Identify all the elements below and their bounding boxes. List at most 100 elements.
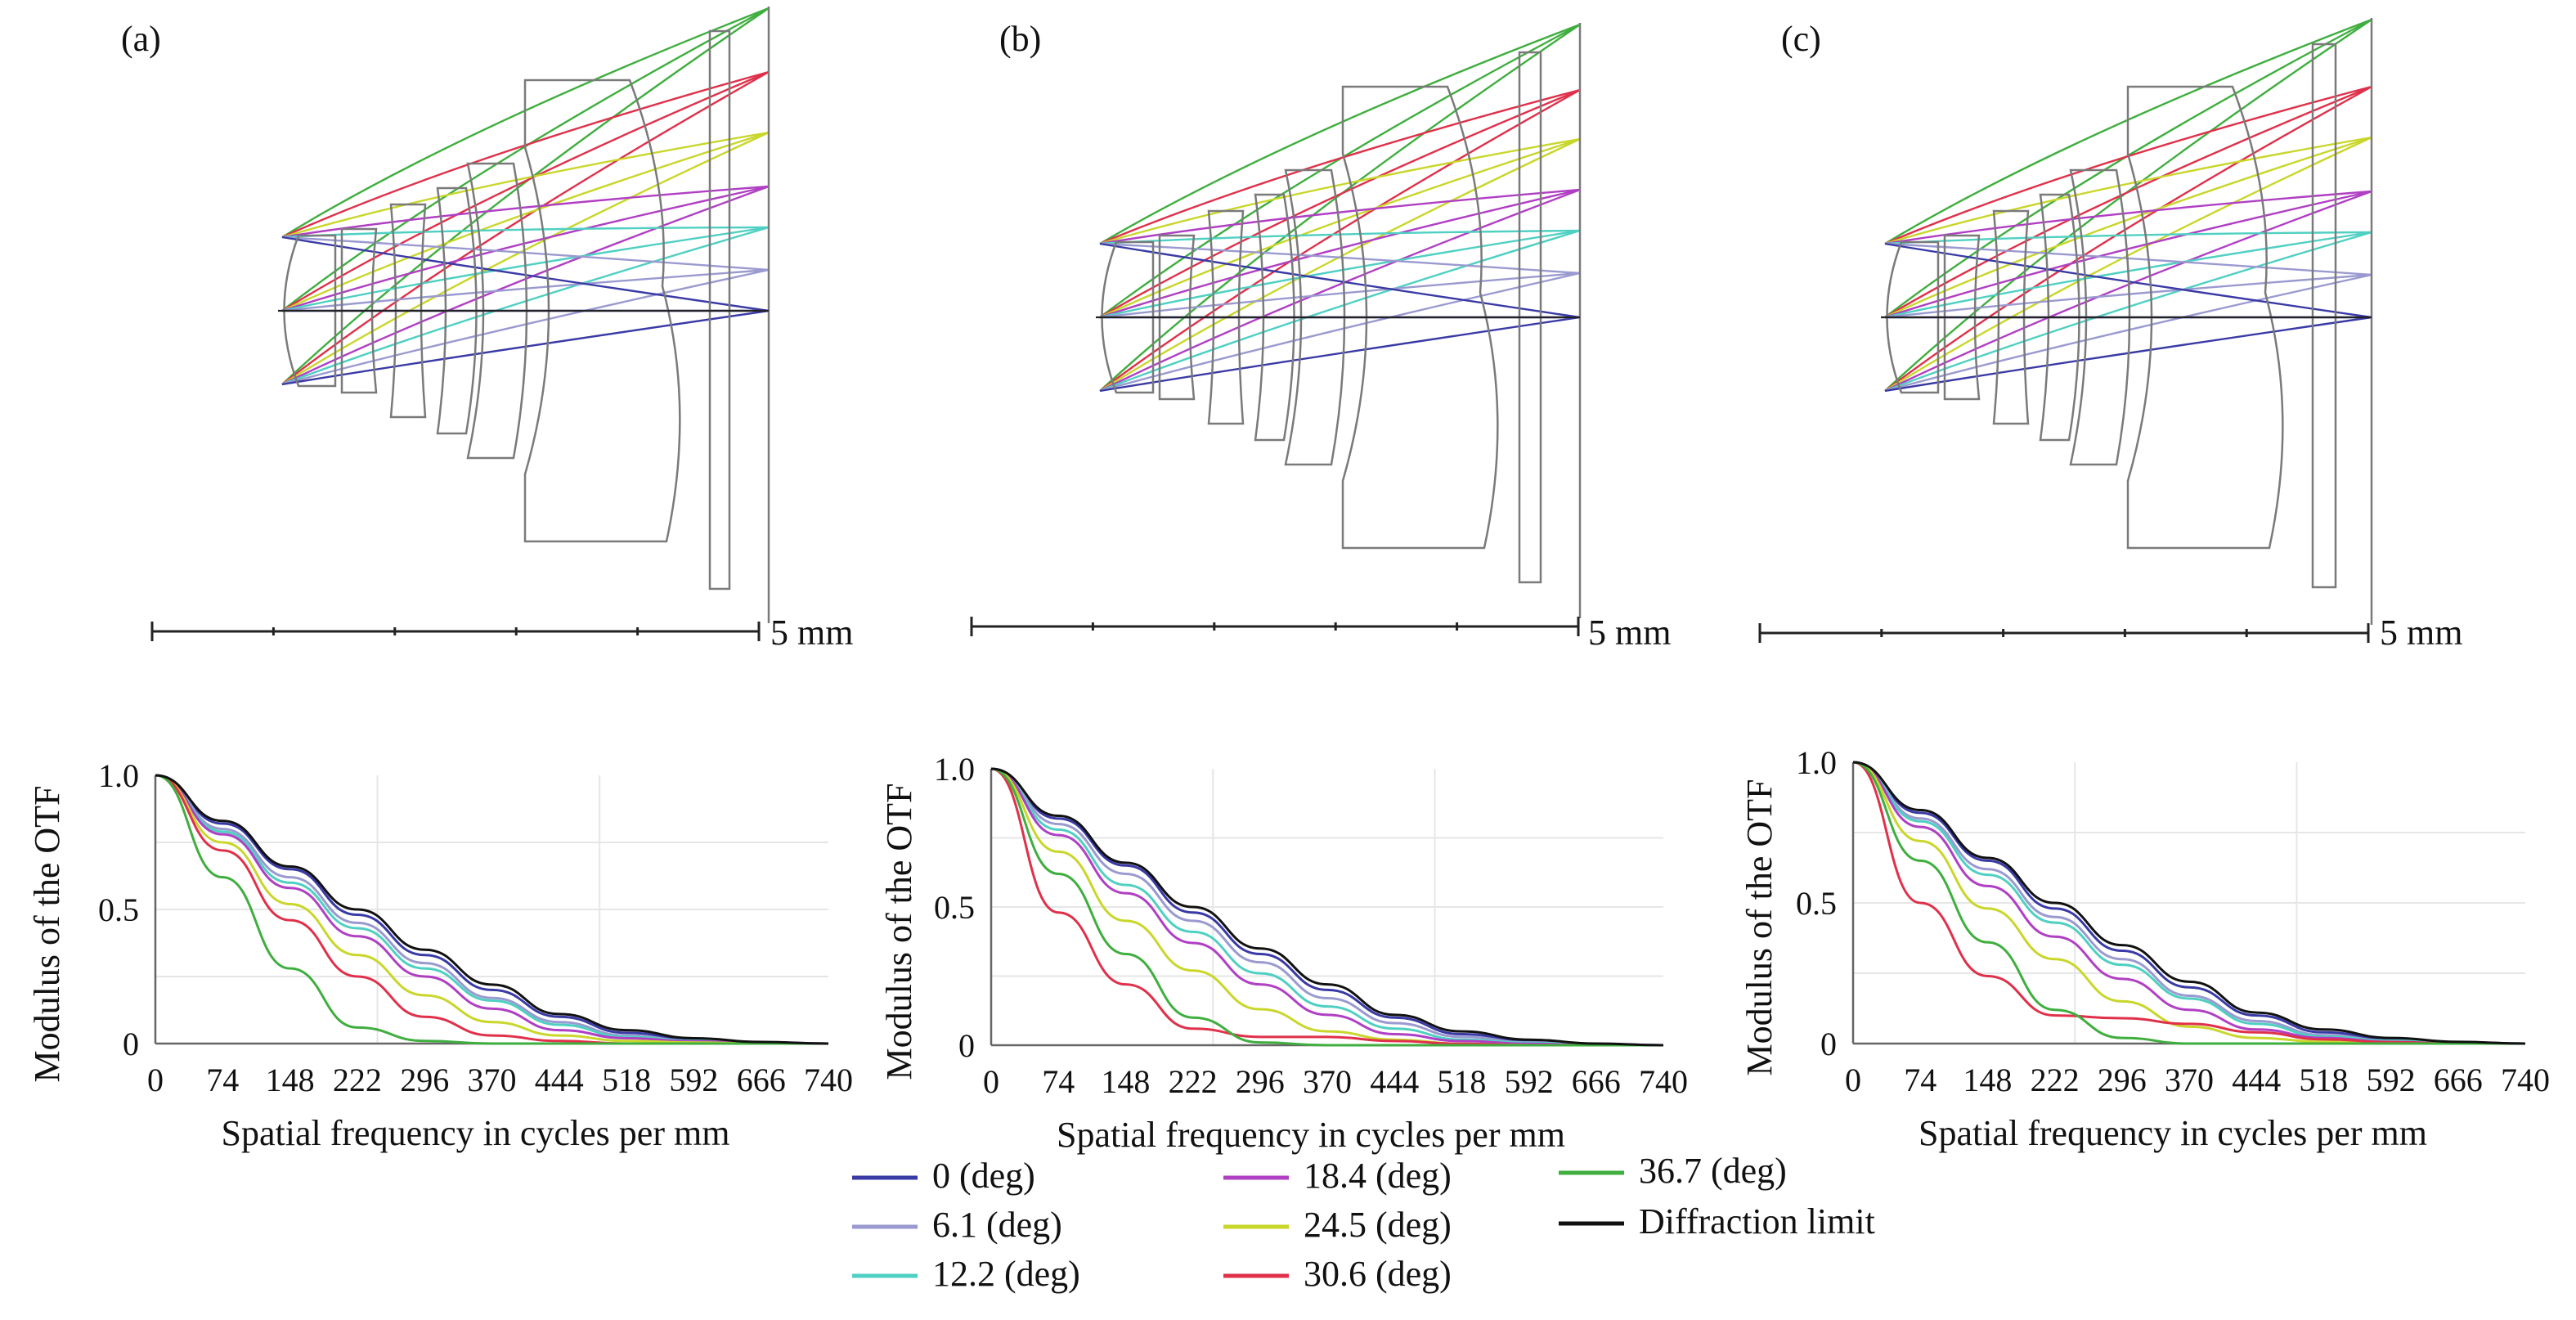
x-tick-label: 296 xyxy=(400,1062,449,1098)
ray-trace xyxy=(1099,316,1581,393)
ray-trace xyxy=(1884,273,2372,393)
lens-element xyxy=(1101,240,1155,394)
x-tick-label: 296 xyxy=(2098,1062,2147,1098)
series-line xyxy=(990,767,1664,1047)
x-tick-label: 444 xyxy=(1370,1063,1419,1100)
panel-label-c: (c) xyxy=(1781,19,1821,59)
legend: 0 (deg) 6.1 (deg) 12.2 (deg) 18.4 (deg) 24.5… xyxy=(852,1151,1875,1294)
cover-plate xyxy=(2311,43,2337,589)
x-tick-label: 74 xyxy=(206,1062,239,1098)
x-tick-label: 444 xyxy=(535,1062,584,1098)
lens-element xyxy=(2039,193,2080,442)
lens-element xyxy=(1992,209,2030,425)
lens-element xyxy=(1207,209,1245,425)
lens-element xyxy=(436,186,478,435)
ray-trace xyxy=(1099,23,1581,318)
ray-trace xyxy=(1099,272,1581,319)
series-line xyxy=(1852,761,2526,1045)
y-axis-title: Modulus of the OTF xyxy=(27,786,67,1083)
ray-trace xyxy=(1884,19,2372,392)
x-tick-label: 148 xyxy=(1101,1063,1150,1100)
ray-trace xyxy=(281,236,770,272)
legend-label: 36.7 (deg) xyxy=(1639,1151,1787,1191)
x-tick-label: 222 xyxy=(1169,1063,1218,1100)
series-line xyxy=(1852,761,2525,1045)
x-tick-label: 592 xyxy=(2367,1062,2416,1098)
lens-element xyxy=(340,227,378,394)
panel-label-b: (b) xyxy=(999,19,1041,59)
y-tick-label: 0.5 xyxy=(1796,885,1837,922)
ray-trace xyxy=(1099,188,1581,319)
lens-layout-c xyxy=(1758,18,2373,643)
x-tick-label: 666 xyxy=(2434,1062,2483,1098)
lens-element xyxy=(1943,234,1981,401)
series-line xyxy=(1852,761,2526,1045)
legend-label: 18.4 (deg) xyxy=(1304,1156,1452,1196)
ray-trace xyxy=(1884,18,2372,245)
x-axis-title: Spatial frequency in cycles per mm xyxy=(222,1113,730,1153)
scale-label-c: 5 mm xyxy=(2380,613,2462,653)
legend-label: 6.1 (deg) xyxy=(932,1205,1062,1245)
panel-label-a: (a) xyxy=(121,19,161,59)
x-tick-label: 518 xyxy=(2299,1062,2348,1098)
legend-label: 0 (deg) xyxy=(932,1156,1035,1196)
lens-element xyxy=(389,203,427,419)
x-tick-label: 0 xyxy=(1845,1062,1861,1098)
legend-label: Diffraction limit xyxy=(1639,1201,1875,1241)
y-tick-label: 1.0 xyxy=(98,757,139,794)
ray-trace xyxy=(1884,190,2372,245)
ray-trace xyxy=(1099,242,1581,275)
legend-label: 24.5 (deg) xyxy=(1304,1205,1452,1245)
x-axis-title: Spatial frequency in cycles per mm xyxy=(1057,1115,1565,1155)
lens-layout-b xyxy=(970,23,1582,636)
series-line xyxy=(990,767,1664,1047)
lens-element xyxy=(2126,85,2284,550)
x-tick-label: 74 xyxy=(1904,1062,1936,1098)
x-tick-label: 518 xyxy=(602,1062,651,1098)
ray-trace xyxy=(281,309,770,386)
x-tick-label: 148 xyxy=(266,1062,315,1098)
x-tick-label: 666 xyxy=(737,1062,786,1098)
y-tick-label: 0.5 xyxy=(98,891,139,928)
y-tick-label: 1.0 xyxy=(1796,744,1837,781)
x-tick-label: 370 xyxy=(468,1062,517,1098)
lens-element xyxy=(283,234,337,388)
ray-trace xyxy=(1099,229,1581,319)
series-line xyxy=(1852,761,2525,1045)
ray-trace xyxy=(281,70,770,239)
x-tick-label: 0 xyxy=(147,1062,164,1098)
ray-trace xyxy=(1884,273,2372,319)
x-tick-label: 740 xyxy=(2501,1062,2550,1098)
lens-layout-a xyxy=(150,7,770,641)
x-tick-label: 444 xyxy=(2232,1062,2281,1098)
x-tick-label: 370 xyxy=(2165,1062,2214,1098)
ray-trace xyxy=(1884,242,2372,276)
ray-trace xyxy=(281,226,770,312)
lens-element xyxy=(1254,193,1295,442)
ray-trace xyxy=(281,185,770,312)
ray-trace xyxy=(1099,272,1581,393)
lens-element xyxy=(1341,85,1499,550)
ray-trace xyxy=(281,7,770,385)
ray-trace xyxy=(1884,316,2372,393)
y-tick-label: 0 xyxy=(958,1027,975,1064)
ray-trace xyxy=(281,236,770,312)
ray-trace xyxy=(281,268,770,386)
x-tick-label: 592 xyxy=(1505,1063,1554,1100)
lens-element xyxy=(2069,168,2131,466)
ray-trace xyxy=(1884,242,2372,319)
mtf-chart-b: 0 74 148 222 296 370 444 518 592 666 740 0 0.5 1.0 Spa… xyxy=(879,751,1688,1155)
ray-trace xyxy=(1099,188,1581,245)
series-line xyxy=(990,767,1663,1047)
legend-label: 12.2 (deg) xyxy=(932,1254,1080,1294)
y-axis-title: Modulus of the OTF xyxy=(1739,779,1779,1076)
ray-trace xyxy=(1099,137,1581,245)
ray-trace xyxy=(281,185,770,239)
x-tick-label: 370 xyxy=(1303,1063,1352,1100)
x-tick-label: 740 xyxy=(804,1062,853,1098)
y-tick-label: 0 xyxy=(123,1026,139,1062)
x-tick-label: 518 xyxy=(1437,1063,1486,1100)
lens-element xyxy=(1158,234,1196,401)
ray-trace xyxy=(1099,88,1581,245)
